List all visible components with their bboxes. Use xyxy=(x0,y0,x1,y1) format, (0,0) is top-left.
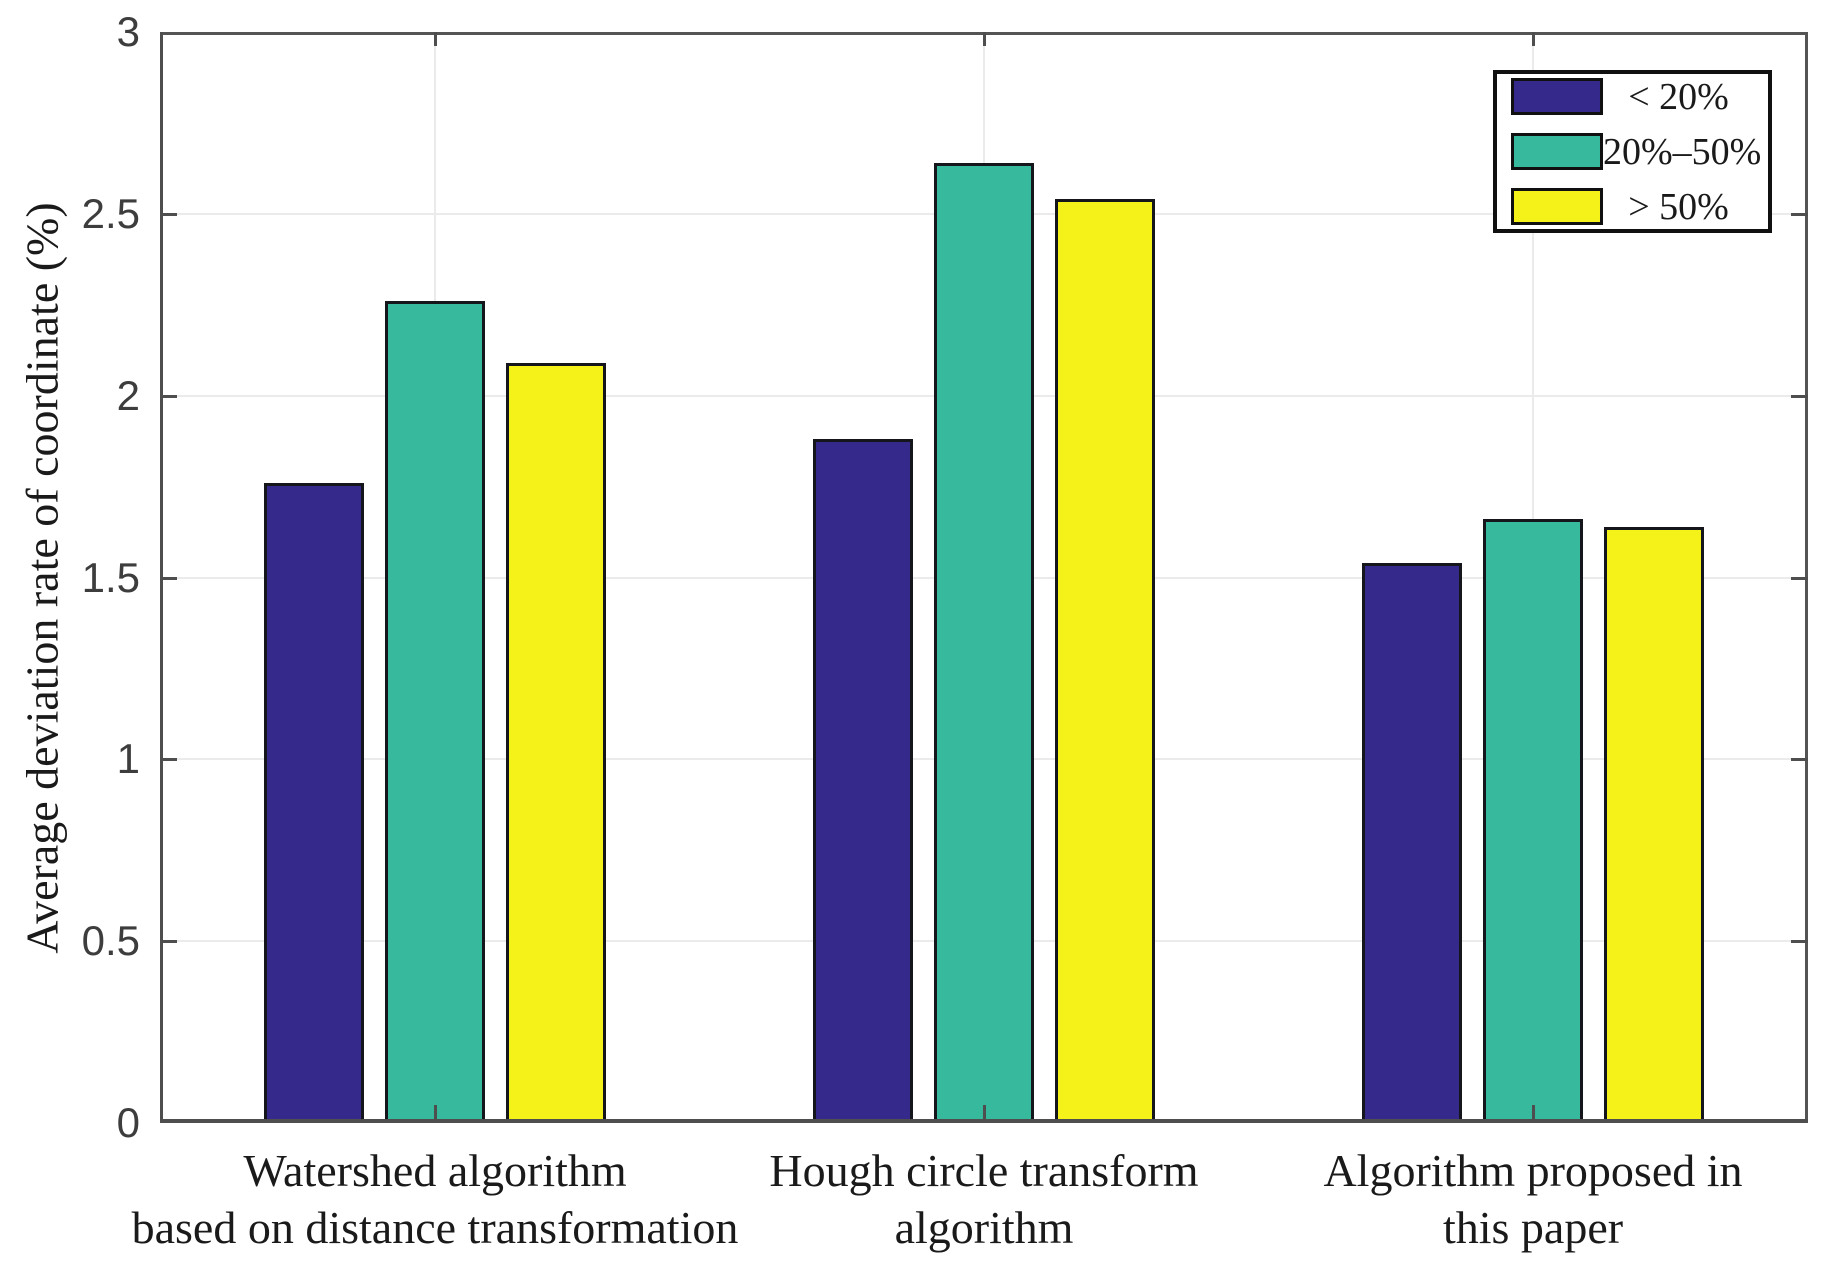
legend-color-swatch xyxy=(1511,188,1603,225)
y-tick-mark xyxy=(1791,758,1808,761)
x-tick-mark xyxy=(434,1105,437,1123)
x-tick-mark xyxy=(434,32,437,46)
y-tick-label: 1 xyxy=(116,735,140,782)
y-tick-mark xyxy=(160,213,177,216)
legend: < 20% 20%–50% > 50% xyxy=(1493,70,1772,233)
legend-item-label: > 50% xyxy=(1628,185,1729,228)
plot-area xyxy=(160,32,1808,1123)
legend-item-label: < 20% xyxy=(1628,75,1729,118)
x-category-label-line: Hough circle transform xyxy=(769,1145,1199,1196)
bar xyxy=(1055,199,1155,1123)
y-tick-mark xyxy=(1791,940,1808,943)
y-tick-mark xyxy=(1791,213,1808,216)
y-tick-label: 0 xyxy=(116,1099,140,1146)
bar xyxy=(813,439,913,1123)
y-tick-label: 0.5 xyxy=(81,917,140,964)
legend-item-label: 20%–50% xyxy=(1603,130,1762,173)
x-category-label-line: Watershed algorithm xyxy=(243,1145,627,1196)
y-tick-label: 3 xyxy=(116,8,140,55)
legend-color-swatch xyxy=(1511,133,1603,170)
x-tick-mark xyxy=(983,1105,986,1123)
x-category-label: Watershed algorithm based on distance tra… xyxy=(25,1142,845,1256)
y-tick-label: 1.5 xyxy=(81,554,140,601)
legend-item: > 50% xyxy=(1511,185,1754,229)
x-category-label-line: Algorithm proposed in xyxy=(1323,1145,1743,1196)
legend-color-swatch xyxy=(1511,78,1603,115)
y-tick-label: 2.5 xyxy=(81,190,140,237)
x-category-label-line: this paper xyxy=(1442,1202,1624,1253)
y-tick-mark xyxy=(1791,395,1808,398)
x-category-label: Hough circle transform algorithm xyxy=(574,1142,1394,1256)
bar xyxy=(264,483,364,1123)
x-category-label-line: based on distance transformation xyxy=(131,1202,739,1253)
x-category-label: Algorithm proposed in this paper xyxy=(1123,1142,1846,1256)
y-tick-mark xyxy=(160,758,177,761)
x-tick-mark xyxy=(1532,1105,1535,1123)
y-tick-mark xyxy=(160,940,177,943)
x-tick-mark xyxy=(983,32,986,46)
x-tick-mark xyxy=(1532,32,1535,46)
legend-rows: < 20% 20%–50% > 50% xyxy=(1511,75,1761,229)
bar xyxy=(385,301,485,1123)
legend-item: 20%–50% xyxy=(1511,130,1761,174)
legend-item: < 20% xyxy=(1511,75,1754,119)
bar xyxy=(1604,527,1704,1123)
x-category-label-line: algorithm xyxy=(894,1202,1074,1253)
bar xyxy=(1362,563,1462,1123)
bar xyxy=(934,163,1034,1123)
y-tick-label: 2 xyxy=(116,372,140,419)
bar xyxy=(1483,519,1583,1123)
y-tick-mark xyxy=(1791,577,1808,580)
bar xyxy=(506,363,606,1123)
y-tick-mark xyxy=(160,577,177,580)
y-tick-mark xyxy=(160,395,177,398)
